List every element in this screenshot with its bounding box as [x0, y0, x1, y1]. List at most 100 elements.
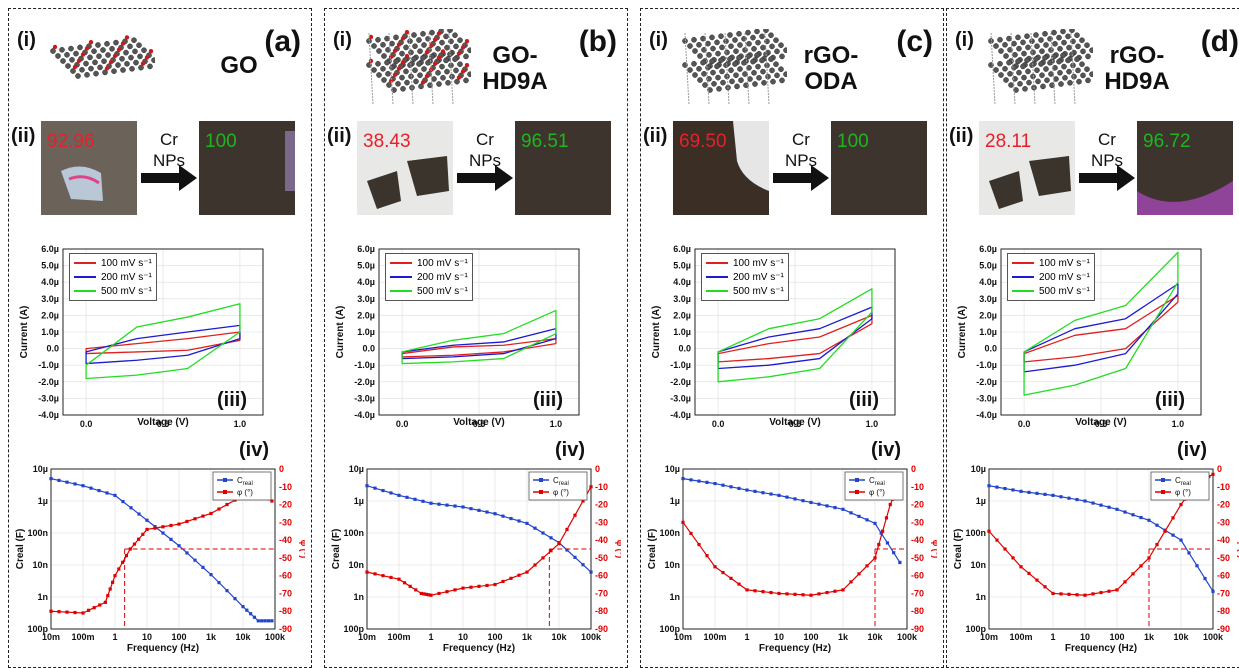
- arrow-icon: [773, 165, 829, 191]
- creal-marker: [1019, 489, 1023, 493]
- phi-marker: [681, 520, 685, 524]
- cv-ytick: 2.0µ: [357, 310, 375, 320]
- photo-after: 96.51: [515, 121, 611, 215]
- creal-marker: [745, 488, 749, 492]
- label-i: (i): [955, 29, 974, 51]
- panel-letter: (a): [264, 25, 301, 58]
- creal-marker: [1051, 493, 1055, 497]
- cv-xtick: 1.0: [866, 419, 879, 427]
- phi-marker: [141, 532, 145, 536]
- phi-marker: [108, 587, 112, 591]
- cv-xtick: 0.5: [789, 419, 802, 427]
- bode-xtick: 10k: [867, 632, 883, 642]
- phi-marker: [103, 600, 107, 604]
- bode-xtick: 1k: [206, 632, 217, 642]
- bode-ytick: 1µ: [976, 496, 986, 506]
- creal-marker: [245, 608, 249, 612]
- cv-loop: [1023, 251, 1179, 396]
- creal-marker: [777, 493, 781, 497]
- phi-marker: [1035, 578, 1039, 582]
- cv-loop: [717, 306, 873, 370]
- creal-marker: [1147, 518, 1151, 522]
- creal-marker: [865, 518, 869, 522]
- phi-marker: [825, 590, 829, 595]
- bode-y2tick: -50: [911, 553, 924, 563]
- creal-marker: [1139, 515, 1143, 520]
- bode-xtick: 1k: [522, 632, 533, 642]
- cv-ylabel: Current (A): [651, 306, 662, 359]
- bode-y2tick: -40: [279, 535, 292, 545]
- arrow-icon: [141, 165, 197, 191]
- bode-y2tick: -40: [595, 535, 608, 545]
- label-iv: (iv): [555, 439, 585, 461]
- phi-marker: [1059, 592, 1063, 596]
- creal-marker: [105, 491, 109, 495]
- phi-marker: [1107, 589, 1111, 593]
- arrow-icon: [1079, 165, 1135, 191]
- bode-y2tick: -80: [595, 606, 608, 616]
- creal-marker: [260, 619, 264, 623]
- cv-xtick: 1.0: [1172, 419, 1185, 427]
- creal-marker: [737, 486, 741, 491]
- phi-marker: [565, 527, 569, 532]
- legend-phi: φ (°): [1175, 488, 1191, 497]
- cv-ytick: 6.0µ: [357, 244, 375, 254]
- cv-legend-label: 100 mV s⁻¹: [733, 257, 784, 269]
- phi-marker: [884, 516, 889, 520]
- creal-marker: [879, 531, 883, 535]
- creal-marker: [1067, 496, 1071, 500]
- bode-ytick: 100p: [343, 624, 364, 634]
- cv-legend: 100 mV s⁻¹ 200 mV s⁻¹ 500 mV s⁻¹: [385, 253, 473, 301]
- cv-chart: 6.0µ 5.0µ 4.0µ 3.0µ 2.0µ 1.0µ 0.0 -1.0µ -2.0µ -3.…: [651, 244, 896, 427]
- bode-y2tick: -80: [279, 606, 292, 616]
- phi-marker: [761, 590, 765, 594]
- photo-before: 92.96: [41, 121, 137, 215]
- creal-marker: [225, 589, 229, 593]
- bode-xtick: 100k: [1203, 632, 1224, 642]
- phi-marker: [1043, 585, 1047, 589]
- cv-legend: 100 mV s⁻¹ 200 mV s⁻¹ 500 mV s⁻¹: [1007, 253, 1095, 301]
- bode-xlabel: Frequency (Hz): [127, 643, 199, 653]
- phi-marker: [857, 572, 861, 576]
- sample-title: rGO- HD9A: [1104, 42, 1170, 95]
- bode-y2tick: -60: [1217, 571, 1230, 581]
- label-iv: (iv): [871, 439, 901, 461]
- bode-y2tick: -70: [279, 588, 292, 598]
- phi-marker: [445, 590, 449, 594]
- bode-xtick: 10m: [358, 632, 376, 642]
- cv-ytick: 4.0µ: [979, 277, 997, 287]
- bode-xtick: 10m: [42, 632, 60, 642]
- cv-xtick: 0.5: [473, 419, 486, 427]
- creal-marker: [681, 477, 685, 481]
- bode-xtick: 10: [774, 632, 784, 642]
- label-iii: (iii): [533, 389, 563, 411]
- cv-loop: [717, 314, 873, 363]
- bode-xtick: 10m: [980, 632, 998, 642]
- panel-b: (i) GO- HD9A (b) (ii) 38.43 Cr NPs 96.51 6.0µ 5.…: [324, 8, 628, 668]
- phi-marker: [525, 570, 529, 574]
- creal-marker: [493, 512, 497, 516]
- phi-marker: [737, 582, 741, 586]
- phi-marker: [422, 592, 426, 596]
- phi-marker: [1003, 547, 1007, 551]
- creal-marker: [1075, 497, 1079, 502]
- phi-marker: [1099, 590, 1103, 595]
- bode-y2tick: -10: [595, 482, 608, 492]
- cv-legend-label: 200 mV s⁻¹: [417, 271, 468, 283]
- creal-marker: [256, 619, 260, 623]
- phi-marker: [57, 610, 61, 614]
- phi-marker: [589, 485, 593, 489]
- cv-legend-item: 100 mV s⁻¹: [390, 256, 468, 270]
- bode-ytick: 10µ: [349, 464, 364, 474]
- bode-y2tick: 0: [279, 464, 284, 474]
- creal-marker: [873, 521, 877, 525]
- phi-marker: [1051, 591, 1055, 596]
- creal-marker: [1187, 551, 1191, 555]
- bode-ytick: 100n: [343, 528, 364, 538]
- arrow-label: Cr NPs: [468, 130, 502, 170]
- phi-marker: [1027, 571, 1031, 576]
- phi-marker: [697, 542, 701, 547]
- sample-title: GO: [220, 52, 258, 79]
- phi-marker: [153, 526, 157, 530]
